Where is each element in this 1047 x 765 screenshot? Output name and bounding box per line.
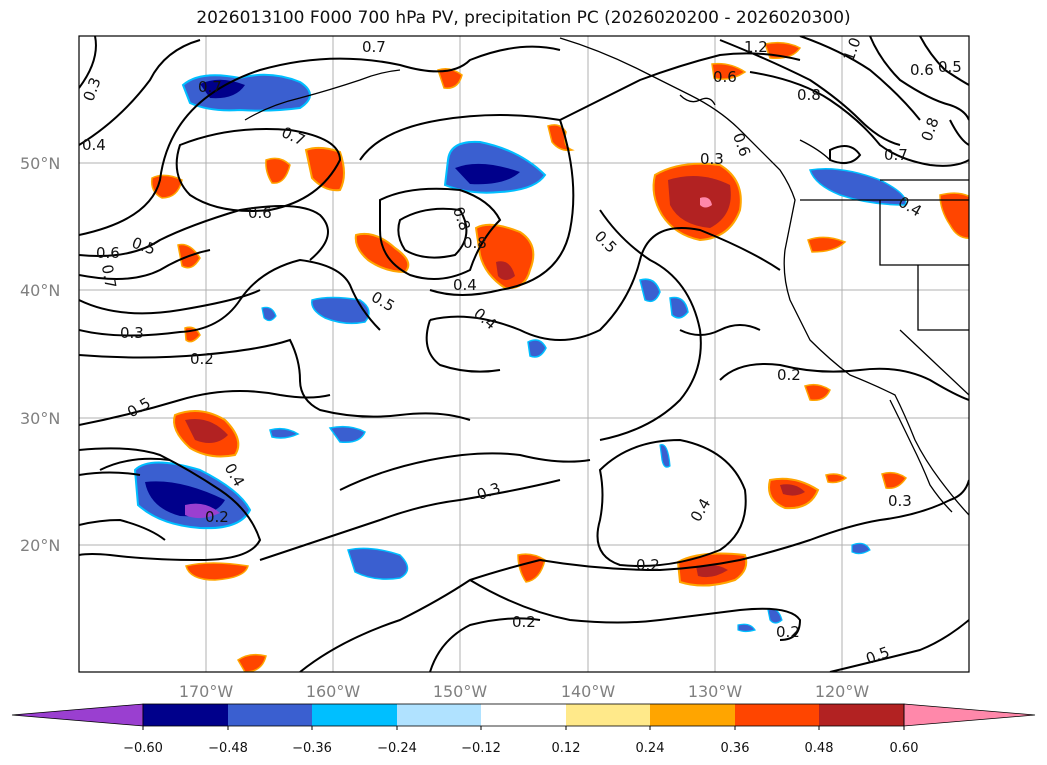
contour-label: 0.2 [776, 623, 800, 641]
negative-precip-blob [181, 73, 311, 112]
contour-label: 0.7 [884, 146, 908, 164]
lon-label: 130°W [688, 682, 743, 701]
colorbar-tick-label: −0.12 [461, 741, 501, 756]
colorbar-segment [650, 704, 735, 726]
lat-label: 40°N [20, 281, 60, 300]
pv-contours [79, 36, 969, 672]
contour-label: 0.8 [797, 86, 821, 104]
latitude-labels: 50°N 40°N 30°N 20°N [20, 154, 60, 555]
lat-label: 50°N [20, 154, 60, 173]
lon-label: 140°W [561, 682, 616, 701]
negative-precip-blob [443, 140, 547, 194]
colorbar-tick-label: −0.36 [292, 741, 332, 756]
colorbar-segment [228, 704, 312, 726]
contour-label: 0.2 [636, 556, 660, 574]
colorbar-segment [11, 703, 144, 727]
lon-label: 150°W [433, 682, 488, 701]
positive-precip-blob [304, 146, 345, 192]
map-frame [78, 35, 970, 673]
colorbar-segment [566, 704, 650, 726]
contour-label: 0.6 [248, 204, 272, 222]
colorbar-segment [143, 704, 228, 726]
colorbar-segment [397, 704, 481, 726]
longitude-labels: 170°W 160°W 150°W 140°W 130°W 120°W [179, 682, 870, 701]
negative-precip-blob [347, 547, 409, 580]
map-area: 0.7 1.2 1.0 0.6 0.5 0.3 0.8 0.4 0.6 0.7 … [79, 36, 969, 672]
lon-label: 160°W [306, 682, 361, 701]
negative-precip-blob [269, 427, 300, 439]
negative-precip-blob [328, 425, 366, 444]
contour-label: 0.3 [888, 492, 912, 510]
colorbar-tick-label: 0.12 [552, 741, 581, 756]
contour-label: 0.2 [512, 613, 536, 631]
colorbar [11, 703, 1036, 730]
positive-precip-blob [652, 162, 742, 242]
negative-precip-blob [261, 306, 871, 633]
contour-label: 0.4 [453, 276, 477, 294]
colorbar-tick-label: 0.48 [805, 741, 834, 756]
contour-label: 0.6 [96, 244, 120, 262]
colorbar-segment [481, 704, 566, 726]
negative-precip-blob [639, 278, 689, 319]
contour-label: 0.6 [910, 61, 934, 79]
lon-label: 170°W [179, 682, 234, 701]
contour-label: 0.5 [938, 58, 962, 76]
contour-label: 0.3 [700, 150, 724, 168]
contour-label: 1.2 [744, 38, 768, 56]
colorbar-frame [142, 703, 905, 727]
contour-label: 0.7 [98, 263, 120, 290]
contour-label: 0.6 [713, 68, 737, 86]
coastline [244, 37, 969, 516]
positive-precip-blob [474, 223, 535, 290]
colorbar-tick-label: −0.48 [208, 741, 248, 756]
negative-precip-blob [809, 168, 907, 206]
colorbar-tick-label: −0.60 [123, 741, 163, 756]
contour-label: 0.2 [205, 508, 229, 526]
colorbar-segment [903, 703, 1036, 727]
colorbar-tick-label: 0.24 [636, 741, 665, 756]
negative-precip-blob [133, 461, 252, 530]
lon-label: 120°W [815, 682, 870, 701]
map-title: 2026013100 F000 700 hPa PV, precipitatio… [196, 8, 851, 28]
colorbar-tick-label: 0.36 [721, 741, 750, 756]
negative-precip-blob [527, 339, 547, 358]
lat-label: 20°N [20, 536, 60, 555]
contour-label: 0.3 [120, 324, 144, 342]
contour-label: 0.7 [362, 38, 386, 56]
contour-label: 0.2 [777, 366, 801, 384]
contour-label: 0.7 [198, 78, 222, 96]
colorbar-tick-label: 0.60 [890, 741, 919, 756]
contour-label: 0.2 [190, 350, 214, 368]
colorbar-segment [312, 704, 397, 726]
contour-label: 0.8 [463, 234, 487, 252]
contour-label: 0.4 [82, 136, 106, 154]
colorbar-segment [735, 704, 819, 726]
lat-label: 30°N [20, 409, 60, 428]
positive-precip-blob [768, 477, 820, 510]
colorbar-ticks: −0.60 −0.48 −0.36 −0.24 −0.12 0.12 0.24 … [123, 741, 918, 756]
negative-precip-blob [311, 296, 370, 325]
positive-precip-blob [173, 410, 240, 458]
colorbar-tick-label: −0.24 [377, 741, 417, 756]
colorbar-segment [819, 704, 904, 726]
